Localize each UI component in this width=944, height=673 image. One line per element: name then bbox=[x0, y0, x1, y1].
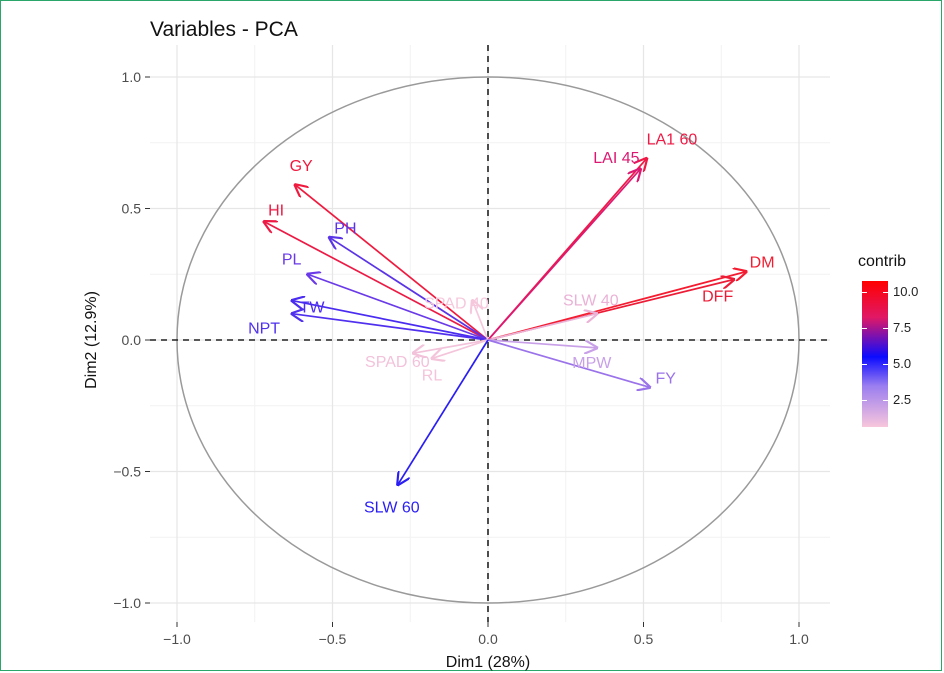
vector-label-la1-60: LA1 60 bbox=[647, 132, 698, 149]
legend-tick-mark bbox=[862, 364, 867, 366]
vector-label-fy: FY bbox=[655, 370, 676, 387]
vector-label-spad-40: SPAD 40 bbox=[424, 296, 489, 313]
legend-tick-label: 2.5 bbox=[893, 391, 912, 407]
vector-arrow-pl bbox=[308, 274, 489, 341]
vector-arrow-lai-45 bbox=[487, 169, 640, 341]
legend-tick-mark bbox=[883, 399, 888, 401]
y-tick-label: −0.5 bbox=[113, 464, 141, 480]
y-axis-label: Dim2 (12.9%) bbox=[83, 291, 100, 389]
chart-title: Variables - PCA bbox=[150, 18, 298, 41]
vector-label-rl: RL bbox=[422, 367, 443, 384]
legend-tick-mark bbox=[862, 399, 867, 401]
x-axis-label: Dim1 (28%) bbox=[446, 654, 530, 671]
plot-panel bbox=[150, 45, 830, 622]
x-tick-label: 0.5 bbox=[634, 631, 654, 647]
legend-tick-mark bbox=[883, 364, 888, 366]
vector-label-tw: TW bbox=[300, 300, 326, 317]
y-tick-label: −1.0 bbox=[113, 595, 141, 611]
vector-label-npt: NPT bbox=[248, 321, 280, 338]
minor-gridlines bbox=[150, 45, 830, 622]
x-tick-label: 1.0 bbox=[789, 631, 809, 647]
legend-title: contrib bbox=[858, 253, 907, 270]
vector-arrow-gy bbox=[295, 185, 489, 341]
legend-tick-mark bbox=[883, 328, 888, 330]
vector-label-slw-60: SLW 60 bbox=[364, 500, 420, 517]
legend: contrib 10.0 7.5 5.0 2.5 bbox=[858, 253, 938, 427]
vector-arrow-hi bbox=[264, 222, 489, 341]
legend-colorbar bbox=[862, 281, 888, 427]
legend-tick-label: 10.0 bbox=[893, 284, 919, 300]
vector-arrow-slw-40 bbox=[487, 314, 597, 341]
y-tick-label: 1.0 bbox=[122, 69, 142, 85]
vector-label-gy: GY bbox=[290, 158, 313, 175]
vector-label-dm: DM bbox=[750, 255, 775, 272]
vector-label-slw-40: SLW 40 bbox=[563, 293, 619, 310]
vector-label-ph: PH bbox=[334, 220, 356, 237]
vector-arrow-spad-40 bbox=[472, 301, 489, 341]
legend-tick-label: 7.5 bbox=[893, 320, 912, 336]
y-axis-ticks: 1.0 0.5 0.0 −0.5 −1.0 bbox=[113, 69, 150, 611]
x-tick-label: −1.0 bbox=[163, 631, 191, 647]
vector-label-lai-45: LAI 45 bbox=[593, 150, 639, 167]
vector-arrow-spad-60 bbox=[413, 339, 489, 353]
vector-arrow-slw-60 bbox=[398, 339, 489, 485]
vector-label-spad-60: SPAD 60 bbox=[365, 354, 430, 371]
x-axis-ticks: −1.0 −0.5 0.0 0.5 1.0 bbox=[163, 622, 809, 647]
x-tick-label: 0.0 bbox=[478, 631, 498, 647]
x-tick-label: −0.5 bbox=[319, 631, 347, 647]
legend-tick-mark bbox=[862, 328, 867, 330]
vector-label-dff: DFF bbox=[702, 289, 733, 306]
vector-arrow-tw bbox=[292, 301, 489, 341]
legend-tick-label: 5.0 bbox=[893, 356, 912, 372]
vector-arrow-npt bbox=[292, 314, 489, 341]
legend-tick-mark bbox=[862, 292, 867, 294]
vector-label-mpw: MPW bbox=[572, 355, 612, 372]
vector-arrow-fy bbox=[487, 339, 650, 387]
vector-label-pl: PL bbox=[282, 251, 302, 268]
legend-tick-mark bbox=[883, 292, 888, 294]
variable-vectors: LA1 60 LAI 45 DM DFF GY HI PH PL TW NPT SLW 40 SPAD… bbox=[248, 132, 775, 517]
vector-label-hi: HI bbox=[268, 203, 284, 220]
vector-arrow-rl bbox=[432, 339, 489, 358]
vector-arrow-ph bbox=[329, 237, 489, 341]
y-tick-label: 0.0 bbox=[122, 332, 142, 348]
vector-arrow-mpw bbox=[487, 339, 597, 348]
y-tick-label: 0.5 bbox=[122, 201, 142, 217]
